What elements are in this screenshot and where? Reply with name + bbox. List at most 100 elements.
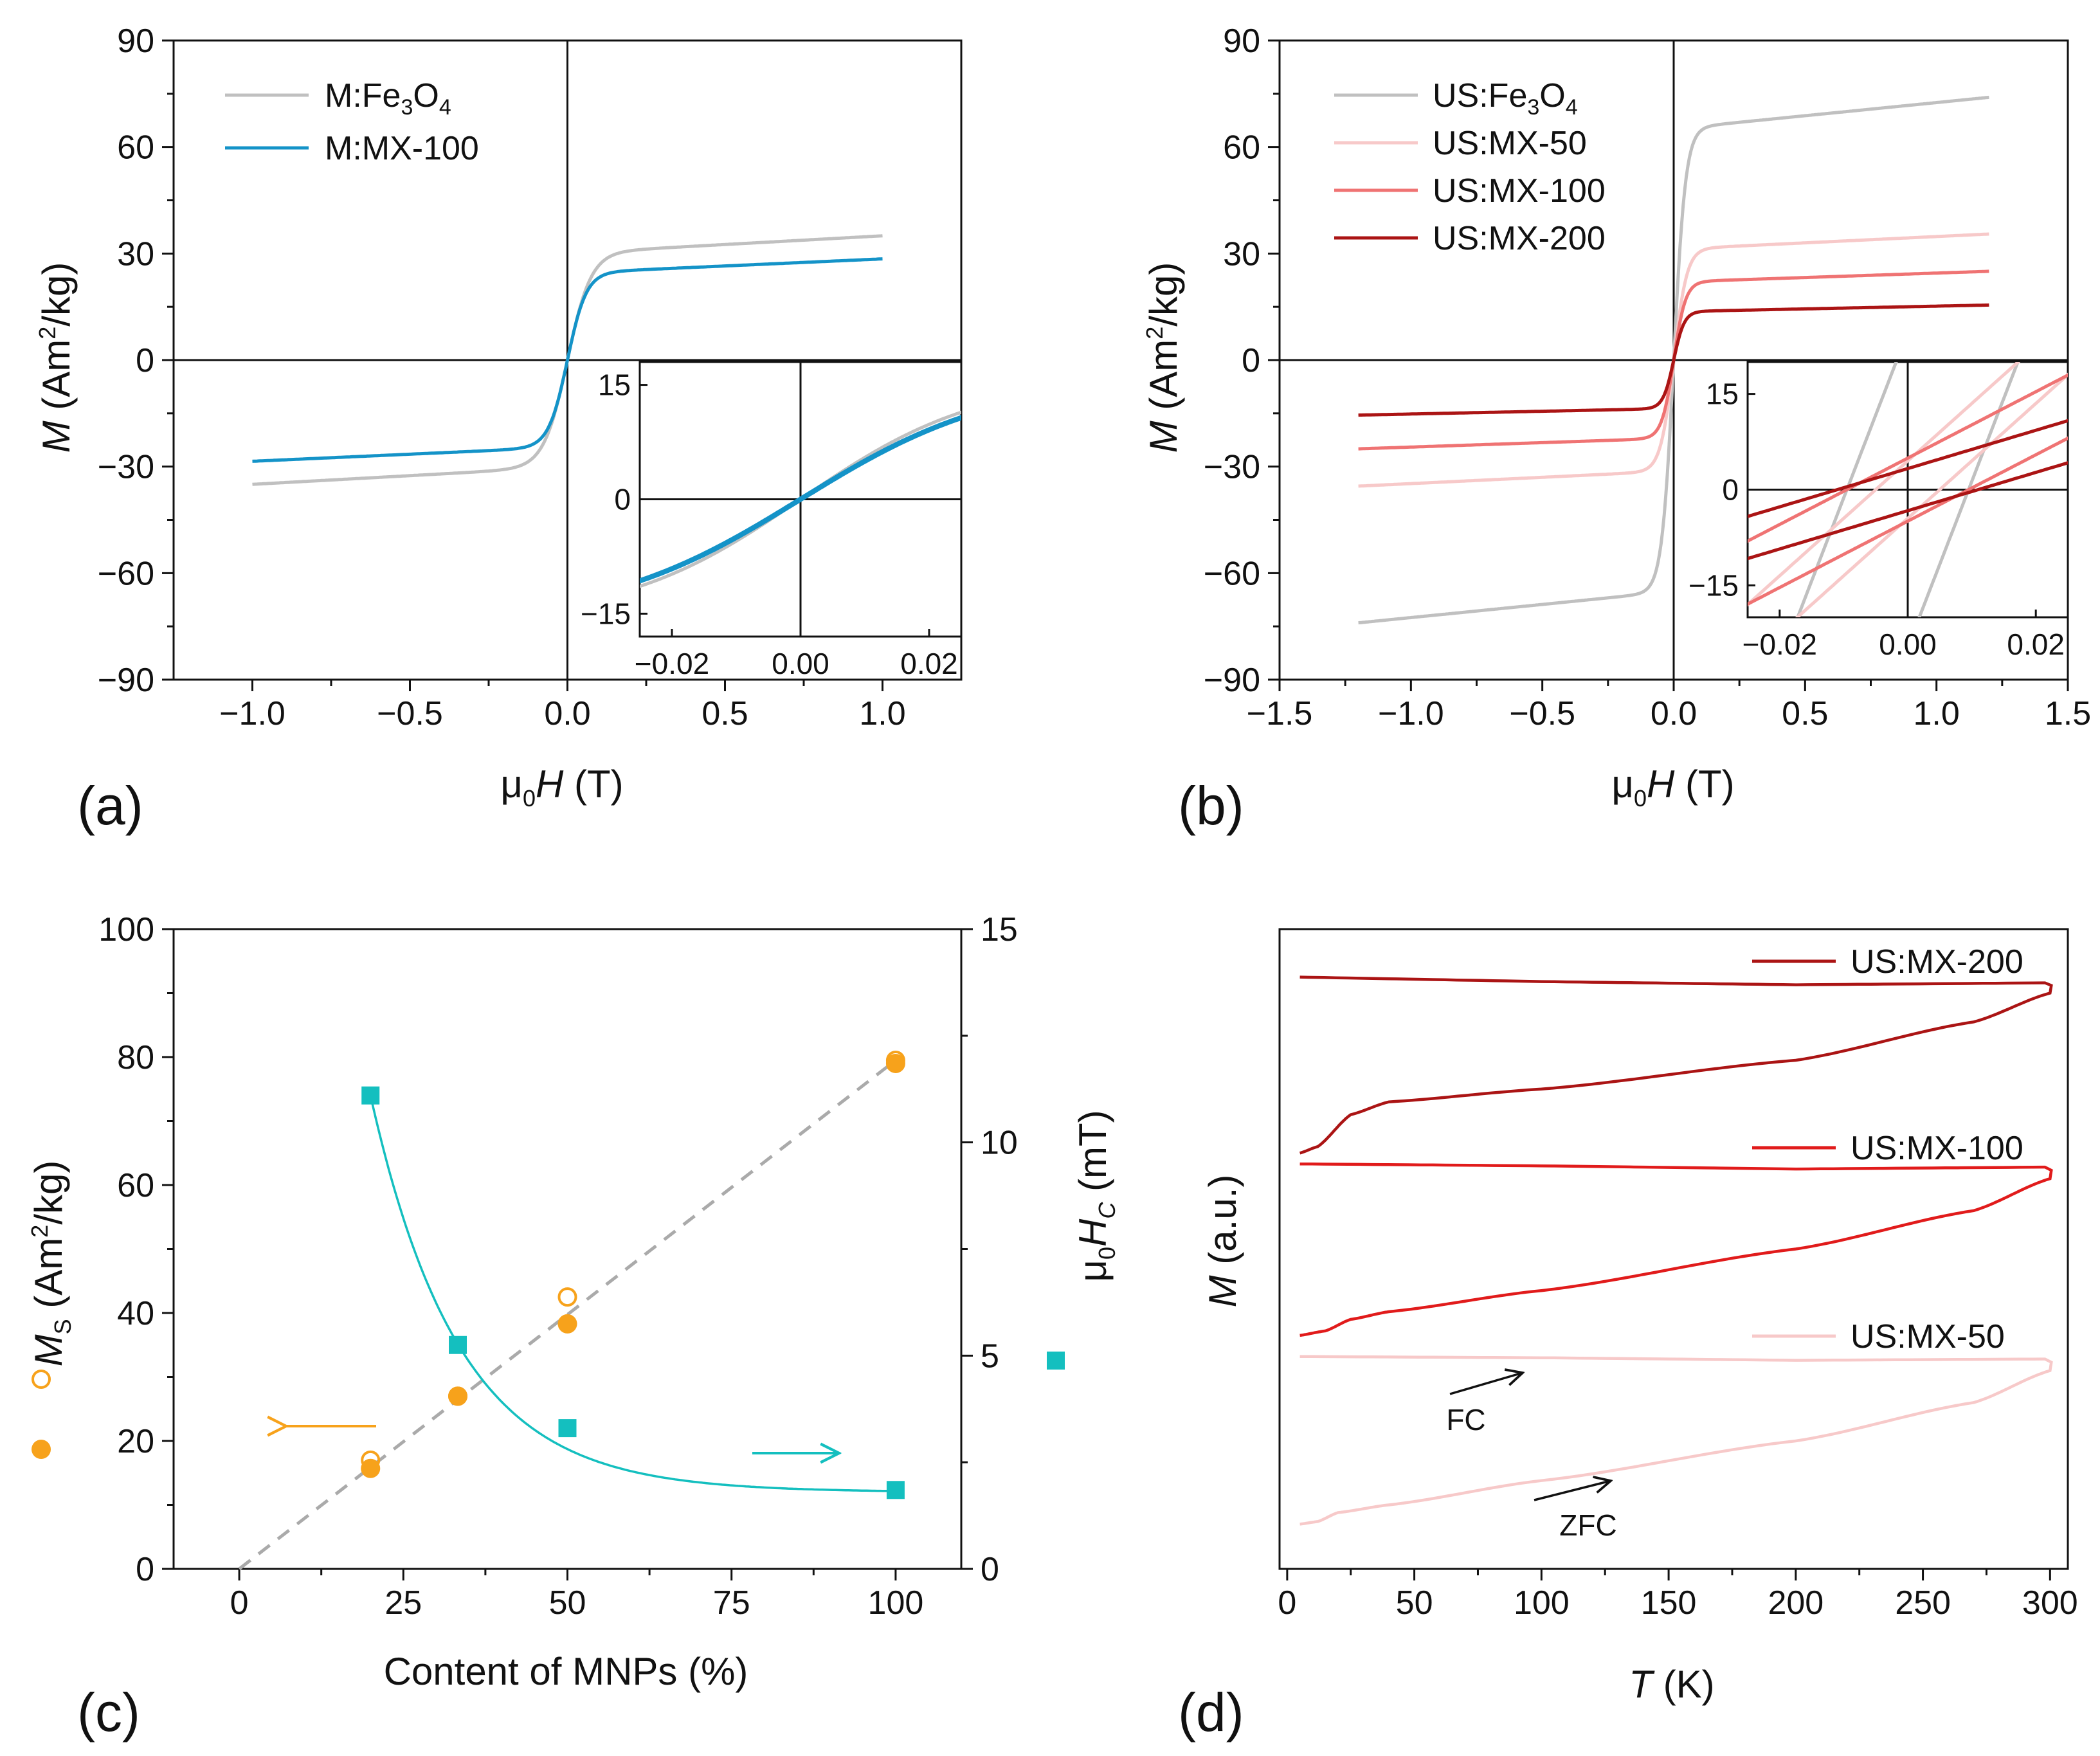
panel-c-y-left-tick-label: 100 — [98, 911, 154, 948]
panel-b-x-tick-label: 1.0 — [1914, 695, 1960, 732]
panel-b-inset-x-tick-label: 0.02 — [2007, 628, 2065, 661]
panel-d-series-mx200-loop — [1299, 975, 2053, 1155]
panel-c-hc-point — [361, 1086, 380, 1105]
panel-b-inset-y-tick-label: 15 — [1706, 377, 1739, 411]
panel-b-y-tick-label: 0 — [1242, 342, 1260, 379]
panel-b-y-tick-label: 60 — [1223, 129, 1260, 167]
panel-c-linear-fit-line — [238, 1058, 897, 1570]
panel-a-x-tick-label: 1.0 — [859, 695, 905, 732]
panel-a-inset-plot-area — [640, 410, 961, 588]
panel-a-inset-x-tick-label: 0.00 — [772, 647, 829, 680]
panel-c-y-left-tick-label: 20 — [117, 1423, 154, 1460]
panel-b-x-label: μ0H (T) — [1611, 763, 1734, 811]
zfc-annotation: ZFC — [1559, 1508, 1616, 1542]
panel-d-series-mx100-loop — [1299, 1162, 2053, 1337]
panel-d-x-tick-label: 200 — [1768, 1584, 1824, 1622]
panel-a-y-tick-label: 90 — [117, 23, 154, 60]
panel-c-frame — [172, 928, 963, 1570]
panel-a-legend-label-mx100: M:MX-100 — [325, 130, 479, 167]
panel-c-ms-open-point — [448, 1386, 468, 1406]
panel-b-inset-plot-area — [1748, 362, 2068, 617]
panel-c-y-right-tick-label: 0 — [981, 1551, 999, 1588]
panel-c-hc-point — [886, 1481, 905, 1499]
panel-c-x-tick-label: 100 — [868, 1584, 924, 1622]
panel-b-y-tick-label: −90 — [1204, 662, 1260, 699]
panel-b-x-tick-label: 0.5 — [1782, 695, 1828, 732]
panel-b-inset-series-mx100-ascending-branch — [1748, 373, 2068, 543]
panel-a-inset-y-tick-label: 15 — [598, 368, 631, 402]
panel-b-y-tick-label: 90 — [1223, 23, 1260, 60]
panel-a-inset-x-tick-label: 0.02 — [900, 647, 958, 680]
panel-d-x-tick-label: 100 — [1514, 1584, 1570, 1622]
panel-a-y-tick-label: 30 — [117, 235, 154, 273]
panel-b-inset-series-mx200-descending-branch — [1748, 461, 2068, 561]
panel-d-legend-label-mx100: US:MX-100 — [1851, 1130, 2023, 1167]
panel-c-hc-point — [558, 1419, 577, 1438]
panel-c-x-tick-label: 0 — [230, 1584, 249, 1622]
panel-a-inset-series-mx100-curve — [640, 415, 961, 584]
panel-d-x-tick-label: 0 — [1278, 1584, 1296, 1622]
panel-d-legend-label-mx50: US:MX-50 — [1851, 1318, 2005, 1355]
panel-a-x-tick-label: −1.0 — [219, 695, 285, 732]
panel-a-x-tick-label: 0.5 — [702, 695, 748, 732]
panel-label-a: (a) — [77, 775, 143, 836]
panel-b-y-tick-label: −60 — [1204, 555, 1260, 592]
panel-c-ms-open-point — [361, 1450, 381, 1470]
panel-a-inset-y-tick-label: 0 — [614, 483, 631, 516]
panel-d-series-mx50-loop — [1299, 1355, 2053, 1526]
panel-a-x-label: μ0H (T) — [500, 763, 623, 811]
panel-c-hc-point — [449, 1335, 467, 1354]
panel-a-y-tick-label: −60 — [98, 555, 154, 592]
panel-c-y-left-tick-label: 80 — [117, 1039, 154, 1076]
panel-c-y-left-tick-label: 40 — [117, 1295, 154, 1332]
panel-b-inset-x-tick-label: −0.02 — [1742, 628, 1817, 661]
panel-b-legend-label-mx100: US:MX-100 — [1433, 172, 1606, 210]
panel-b-inset-x-tick-label: 0.00 — [1879, 628, 1937, 661]
panel-a-legend-label-fe3o4: M:Fe3O4 — [325, 77, 451, 120]
panel-c-ms-open-point — [885, 1050, 905, 1070]
panel-b-x-tick-label: −0.5 — [1509, 695, 1575, 732]
panel-b-x-tick-label: −1.5 — [1247, 695, 1313, 732]
panel-c-hc-fit-curve — [369, 1095, 896, 1492]
fc-annotation: FC — [1446, 1403, 1485, 1436]
panel-c-ms-open-point — [557, 1287, 577, 1307]
panel-c-y-right-tick-label: 15 — [981, 911, 1018, 948]
panel-d-x-tick-label: 50 — [1396, 1584, 1433, 1622]
panel-b-inset-series-mx50-descending-branch — [1795, 372, 2068, 617]
panel-a-y-tick-label: −90 — [98, 662, 154, 699]
fc-arrow — [1449, 1373, 1523, 1395]
panel-a-y-tick-label: 60 — [117, 129, 154, 167]
panel-b-inset-series-mx200-ascending-branch — [1748, 419, 2068, 518]
panel-a-series-mx100-curve — [252, 257, 883, 463]
panel-c-y-label-right: μ0HC (mT) — [1071, 1110, 1120, 1281]
panel-c-ms-filled-point — [557, 1314, 577, 1334]
panel-c-y-right-tick-label: 5 — [981, 1337, 999, 1375]
panel-b-y-label: M (Am2/kg) — [1141, 262, 1185, 453]
panel-d-legend-label-mx200: US:MX-200 — [1851, 943, 2023, 981]
panel-b-inset-y-tick-label: 0 — [1722, 473, 1739, 507]
panel-d-x-tick-label: 250 — [1895, 1584, 1951, 1622]
panel-c-y-right-tick-label: 10 — [981, 1125, 1018, 1162]
chart-layer: −1.0 −0.5 0.0 0.5 1.0 −90 −60 −30 0 30 60 90 M:Fe3O4… — [98, 23, 2091, 1622]
panel-a-x-tick-label: 0.0 — [544, 695, 590, 732]
panel-a-y-label: M (Am2/kg) — [34, 262, 78, 453]
panel-c-ms-filled-point — [448, 1386, 468, 1406]
panel-b-legend-label-mx50: US:MX-50 — [1433, 125, 1587, 162]
panel-c-x-tick-label: 50 — [549, 1584, 586, 1622]
panel-a-y-tick-label: 0 — [136, 342, 154, 379]
panel-d-x-label: T (K) — [1629, 1663, 1714, 1706]
panel-c-y-left-tick-label: 0 — [136, 1551, 154, 1588]
panel-c-x-tick-label: 25 — [385, 1584, 422, 1622]
panel-d-y-label: M (a.u.) — [1201, 1175, 1244, 1308]
panel-d-frame — [1278, 928, 2069, 1570]
panel-b-legend-label-mx200: US:MX-200 — [1433, 220, 1606, 257]
panel-a-inset-x-tick-label: −0.02 — [635, 647, 709, 680]
panel-b-series-mx200-curve — [1358, 303, 1989, 417]
panel-b-x-tick-label: 1.5 — [2045, 695, 2091, 732]
panel-label-b: (b) — [1178, 775, 1244, 836]
panel-b-x-tick-label: −1.0 — [1378, 695, 1444, 732]
panel-b-inset-series-mx50-ascending-branch — [1748, 362, 2021, 607]
legend-marker-hc — [1047, 1352, 1065, 1370]
panel-a-x-tick-label: −0.5 — [377, 695, 443, 732]
